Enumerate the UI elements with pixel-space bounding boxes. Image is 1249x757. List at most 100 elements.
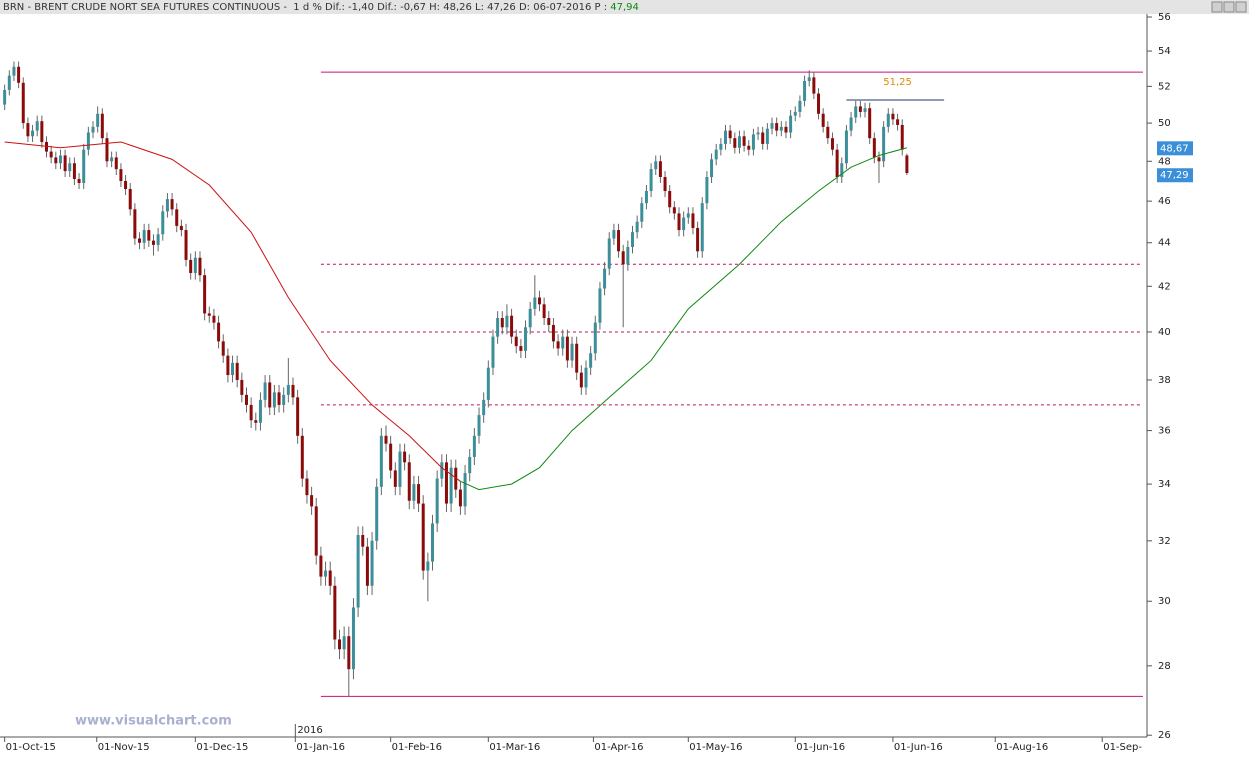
candle-body [444, 462, 448, 504]
candle-body [519, 346, 523, 351]
candle-body [258, 399, 262, 423]
candle-body [905, 155, 909, 174]
moving-average [460, 147, 908, 491]
candle-body [840, 163, 844, 178]
candle-body [249, 404, 253, 421]
candle-body [696, 227, 700, 252]
candle-body [393, 470, 397, 487]
candle-body [830, 138, 834, 150]
candle-body [886, 113, 890, 127]
candle-body [370, 540, 374, 586]
candle-body [765, 128, 769, 144]
y-tick-label: 34 [1158, 479, 1171, 490]
candle-body [240, 379, 244, 395]
candle-body [193, 257, 197, 274]
candle-body [617, 230, 621, 252]
candle-body [868, 108, 872, 139]
candle-body [551, 324, 555, 342]
candle-body [179, 225, 183, 231]
x-tick-label: 01-Sep- [1103, 742, 1142, 753]
candle-body [621, 251, 625, 265]
candle-body [31, 130, 35, 137]
candle-body [700, 203, 704, 252]
candle-body [728, 130, 732, 139]
candle-body [40, 121, 44, 142]
candle-body [570, 343, 574, 361]
candle-body [351, 607, 355, 670]
candle-body [203, 275, 207, 314]
candle-body [900, 124, 904, 150]
candle-body [854, 106, 858, 118]
candle-body [17, 66, 21, 83]
candle-body [291, 384, 295, 398]
candle-body [319, 555, 323, 577]
candle-body [310, 495, 314, 507]
candle-body [561, 336, 565, 349]
candle-body [770, 123, 774, 129]
candle-body [421, 503, 425, 571]
candle-body [626, 247, 630, 265]
x-tick-label: 01-Nov-15 [98, 742, 150, 753]
candle-body [714, 149, 718, 160]
candle-body [68, 163, 72, 172]
candle-body [663, 177, 667, 192]
candle-body [584, 367, 588, 388]
candle-body [440, 462, 444, 479]
candle-body [686, 213, 690, 218]
candle-body [724, 130, 728, 144]
x-tick-label: 01-Jan-16 [296, 742, 345, 753]
close-button[interactable] [1235, 1, 1247, 13]
candle-body [21, 82, 25, 124]
candle-body [789, 115, 793, 133]
candle-body [463, 473, 467, 507]
candle-body [593, 322, 597, 354]
candle-body [691, 213, 695, 228]
candle-body [184, 230, 188, 260]
candle-body [100, 113, 104, 139]
candle-body [533, 297, 537, 309]
candle-body [361, 535, 365, 547]
candle-body [384, 435, 388, 444]
candle-body [514, 336, 518, 347]
candle-body [91, 126, 95, 133]
candle-body [175, 209, 179, 226]
annotation-label: 51,25 [883, 77, 912, 88]
candle-body [398, 451, 402, 487]
candle-body [705, 177, 709, 204]
candle-body [835, 149, 839, 178]
candle-body [272, 392, 276, 408]
maximize-button[interactable] [1223, 1, 1235, 13]
x-tick-label: 01-Jun-16 [894, 742, 943, 753]
year-label: 2016 [297, 725, 322, 736]
candle-body [96, 113, 100, 127]
candle-body [207, 313, 211, 316]
candle-body [82, 149, 86, 183]
candle-body [356, 535, 360, 608]
header-bar [0, 0, 1249, 14]
candle-body [640, 203, 644, 222]
candle-body [719, 143, 723, 150]
candle-body [784, 126, 788, 133]
candle-body [742, 136, 746, 146]
candle-body [872, 138, 876, 158]
candle-body [882, 126, 886, 162]
candle-body [403, 451, 407, 463]
y-tick-label: 42 [1158, 281, 1171, 292]
candle-body [668, 191, 672, 208]
candle-body [263, 382, 267, 400]
candle-body [863, 108, 867, 112]
candle-body [672, 207, 676, 214]
candle-body [798, 100, 802, 112]
candle-body [682, 217, 686, 231]
minimize-button[interactable] [1211, 1, 1223, 13]
candle-body [231, 362, 235, 376]
candle-body [607, 238, 611, 269]
candle-body [807, 77, 811, 81]
candle-body [226, 355, 230, 376]
candle-body [389, 443, 393, 471]
candle-body [756, 132, 760, 135]
candle-body [221, 341, 225, 356]
candle-body [110, 157, 114, 162]
candle-body [644, 191, 648, 204]
